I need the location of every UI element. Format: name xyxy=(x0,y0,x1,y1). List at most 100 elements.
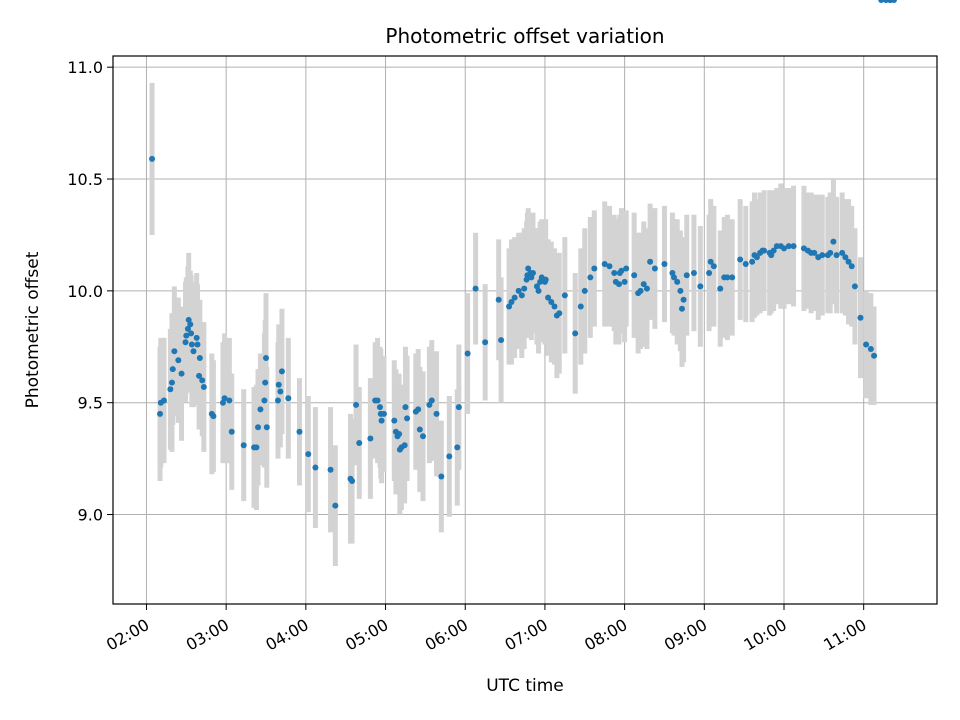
data-point xyxy=(428,397,435,404)
y-tick-label: 10.0 xyxy=(67,282,103,301)
data-point xyxy=(878,0,885,3)
data-point xyxy=(811,249,818,256)
data-point xyxy=(871,352,878,359)
data-point xyxy=(196,372,203,379)
y-tick-label: 9.5 xyxy=(78,394,103,413)
data-point xyxy=(845,258,852,265)
data-point xyxy=(353,401,360,408)
chart-title: Photometric offset variation xyxy=(385,24,664,48)
data-point xyxy=(761,247,768,254)
data-point xyxy=(188,341,195,348)
data-point xyxy=(606,263,613,270)
data-point xyxy=(277,388,284,395)
data-point xyxy=(661,261,668,268)
data-point xyxy=(402,404,409,411)
data-point xyxy=(433,410,440,417)
data-point xyxy=(157,410,164,417)
data-point xyxy=(780,245,787,252)
data-point xyxy=(647,258,654,265)
data-point xyxy=(415,406,422,413)
data-point xyxy=(285,395,292,402)
data-point xyxy=(515,287,522,294)
data-point xyxy=(753,254,760,261)
data-point xyxy=(545,294,552,301)
data-point xyxy=(263,424,270,431)
data-point xyxy=(196,354,203,361)
data-point xyxy=(275,381,282,388)
data-point xyxy=(464,350,471,357)
data-point xyxy=(867,346,874,353)
data-point xyxy=(601,261,608,268)
data-point xyxy=(572,330,579,337)
data-point xyxy=(376,404,383,411)
data-point xyxy=(274,397,281,404)
y-axis-label: Photometric offset xyxy=(23,251,43,408)
data-point xyxy=(833,252,840,259)
data-point xyxy=(367,435,374,442)
data-point xyxy=(228,428,235,435)
data-point xyxy=(830,238,837,245)
data-point xyxy=(482,339,489,346)
x-axis-label: UTC time xyxy=(486,676,564,696)
data-point xyxy=(454,444,461,451)
data-point xyxy=(226,397,233,404)
data-point xyxy=(210,413,217,420)
data-point xyxy=(707,258,714,265)
data-point xyxy=(827,249,834,256)
data-point xyxy=(349,477,356,484)
data-point xyxy=(278,368,285,375)
data-point xyxy=(618,267,625,274)
data-point xyxy=(518,292,525,299)
data-point xyxy=(380,410,387,417)
data-point xyxy=(378,417,385,424)
data-point xyxy=(737,256,744,263)
data-point xyxy=(848,263,855,270)
data-point xyxy=(199,377,206,384)
data-point xyxy=(438,473,445,480)
data-point xyxy=(724,274,731,281)
data-point xyxy=(640,281,647,288)
data-point xyxy=(401,442,408,449)
data-point xyxy=(616,281,623,288)
data-point xyxy=(167,386,174,393)
data-point xyxy=(169,366,176,373)
data-point xyxy=(455,404,462,411)
data-point xyxy=(839,249,846,256)
data-points xyxy=(149,0,897,509)
data-point xyxy=(643,285,650,292)
data-point xyxy=(631,272,638,279)
data-point xyxy=(221,395,228,402)
data-point xyxy=(188,330,195,337)
data-point xyxy=(511,294,518,301)
data-point xyxy=(611,269,618,276)
data-point xyxy=(749,258,756,265)
plot-frame xyxy=(112,55,938,605)
data-point xyxy=(253,444,260,451)
data-point xyxy=(183,332,190,339)
data-point xyxy=(842,254,849,261)
y-tick-label: 10.5 xyxy=(67,170,103,189)
data-point xyxy=(819,252,826,259)
data-point xyxy=(857,314,864,321)
data-point xyxy=(680,296,687,303)
data-point xyxy=(240,442,247,449)
data-point xyxy=(171,348,178,355)
data-point xyxy=(508,299,515,306)
data-point xyxy=(184,325,191,332)
data-point xyxy=(556,310,563,317)
data-point xyxy=(717,285,724,292)
data-point xyxy=(305,451,312,458)
y-axis-ticks: 9.0 9.5 10.0 10.5 11.0 xyxy=(67,58,113,525)
data-point xyxy=(356,439,363,446)
data-point xyxy=(525,265,532,272)
data-point xyxy=(506,303,513,310)
data-point xyxy=(710,263,717,270)
data-point xyxy=(194,341,201,348)
data-point xyxy=(542,276,549,283)
data-point xyxy=(548,299,555,306)
data-point xyxy=(396,431,403,438)
data-point xyxy=(678,305,685,312)
data-point xyxy=(863,341,870,348)
data-point xyxy=(785,243,792,250)
